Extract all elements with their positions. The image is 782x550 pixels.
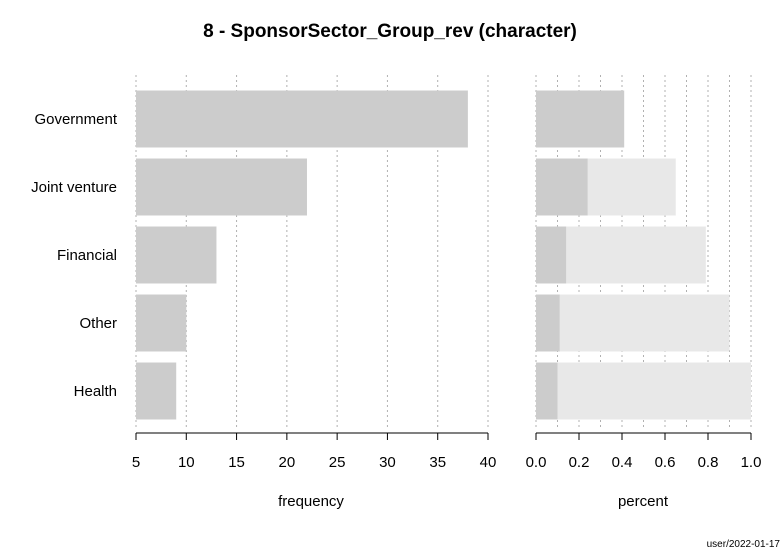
frequency-tick-label-7: 40 [480, 454, 497, 471]
percent-tick-label-4: 0.8 [698, 454, 719, 471]
category-label-health: Health [74, 383, 117, 400]
category-label-other: Other [79, 315, 117, 332]
category-label-joint-venture: Joint venture [31, 179, 117, 196]
percent-tick-label-2: 0.4 [612, 454, 633, 471]
frequency-tick-label-5: 30 [379, 454, 396, 471]
chart-title: 8 - SponsorSector_Group_rev (character) [203, 21, 577, 42]
category-label-government: Government [34, 111, 117, 128]
category-label-financial: Financial [57, 247, 117, 264]
category-labels: Government Joint venture Financial Other Hea… [31, 111, 118, 400]
percent-bar-government [536, 90, 625, 148]
percent-axis: 0.0 0.2 0.4 0.6 0.8 1.0 [526, 432, 762, 471]
percent-tick-label-0: 0.0 [526, 454, 547, 471]
percent-tick-label-1: 0.2 [569, 454, 590, 471]
frequency-axis: 5 10 15 20 25 30 35 40 [132, 432, 497, 471]
frequency-bar-other [136, 294, 187, 352]
percent-cumulative-bar-health [536, 362, 751, 420]
percent-tick-label-3: 0.6 [655, 454, 676, 471]
frequency-tick-label-0: 5 [132, 454, 140, 471]
percent-bars [536, 90, 625, 420]
frequency-bar-financial [136, 226, 217, 284]
percent-bar-health [536, 362, 558, 420]
percent-bar-joint-venture [536, 158, 588, 216]
frequency-bars [136, 90, 468, 420]
percent-bar-other [536, 294, 560, 352]
percent-cumulative-bar-other [536, 294, 730, 352]
frequency-axis-title: frequency [278, 493, 344, 510]
percent-axis-title: percent [618, 493, 669, 510]
footer-stamp: user/2022-01-17 [707, 539, 781, 550]
percent-tick-label-5: 1.0 [741, 454, 762, 471]
frequency-bar-joint-venture [136, 158, 307, 216]
frequency-tick-label-1: 10 [178, 454, 195, 471]
frequency-tick-label-6: 35 [429, 454, 446, 471]
frequency-bar-government [136, 90, 468, 148]
frequency-bar-health [136, 362, 177, 420]
frequency-tick-label-2: 15 [228, 454, 245, 471]
frequency-tick-label-3: 20 [279, 454, 296, 471]
percent-bar-financial [536, 226, 567, 284]
frequency-tick-label-4: 25 [329, 454, 346, 471]
